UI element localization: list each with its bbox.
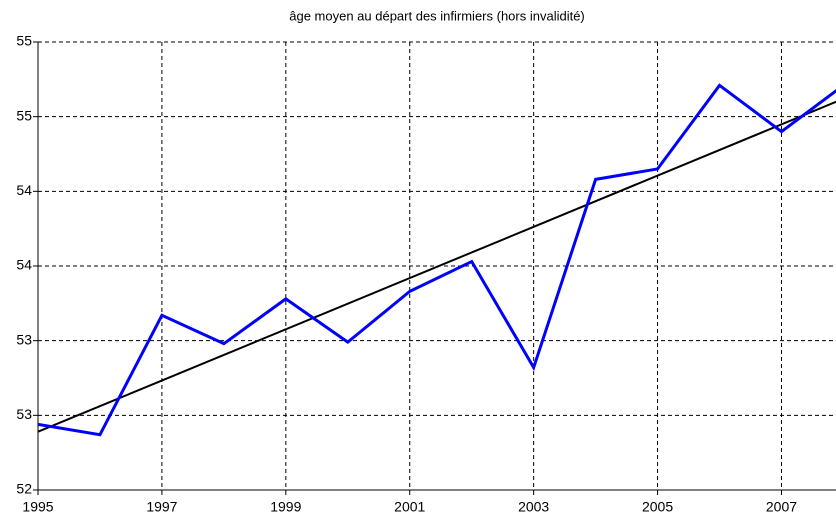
y-tick-label: 55	[16, 107, 32, 123]
x-tick-label: 2003	[518, 499, 549, 515]
x-tick-label: 2005	[642, 499, 673, 515]
y-tick-label: 53	[16, 406, 32, 422]
y-tick-label: 55	[16, 33, 32, 49]
chart-title: âge moyen au départ des infirmiers (hors…	[289, 8, 585, 23]
series-line	[38, 83, 836, 437]
y-tick-label: 53	[16, 331, 32, 347]
trend-line	[38, 100, 836, 433]
x-tick-label: 1999	[270, 499, 301, 515]
x-tick-label: 1997	[146, 499, 177, 515]
x-tick-label: 2007	[766, 499, 797, 515]
y-tick-label: 52	[16, 481, 32, 497]
y-tick-label: 54	[16, 257, 32, 273]
y-tick-label: 54	[16, 182, 32, 198]
x-tick-label: 1995	[22, 499, 53, 515]
x-tick-label: 2001	[394, 499, 425, 515]
